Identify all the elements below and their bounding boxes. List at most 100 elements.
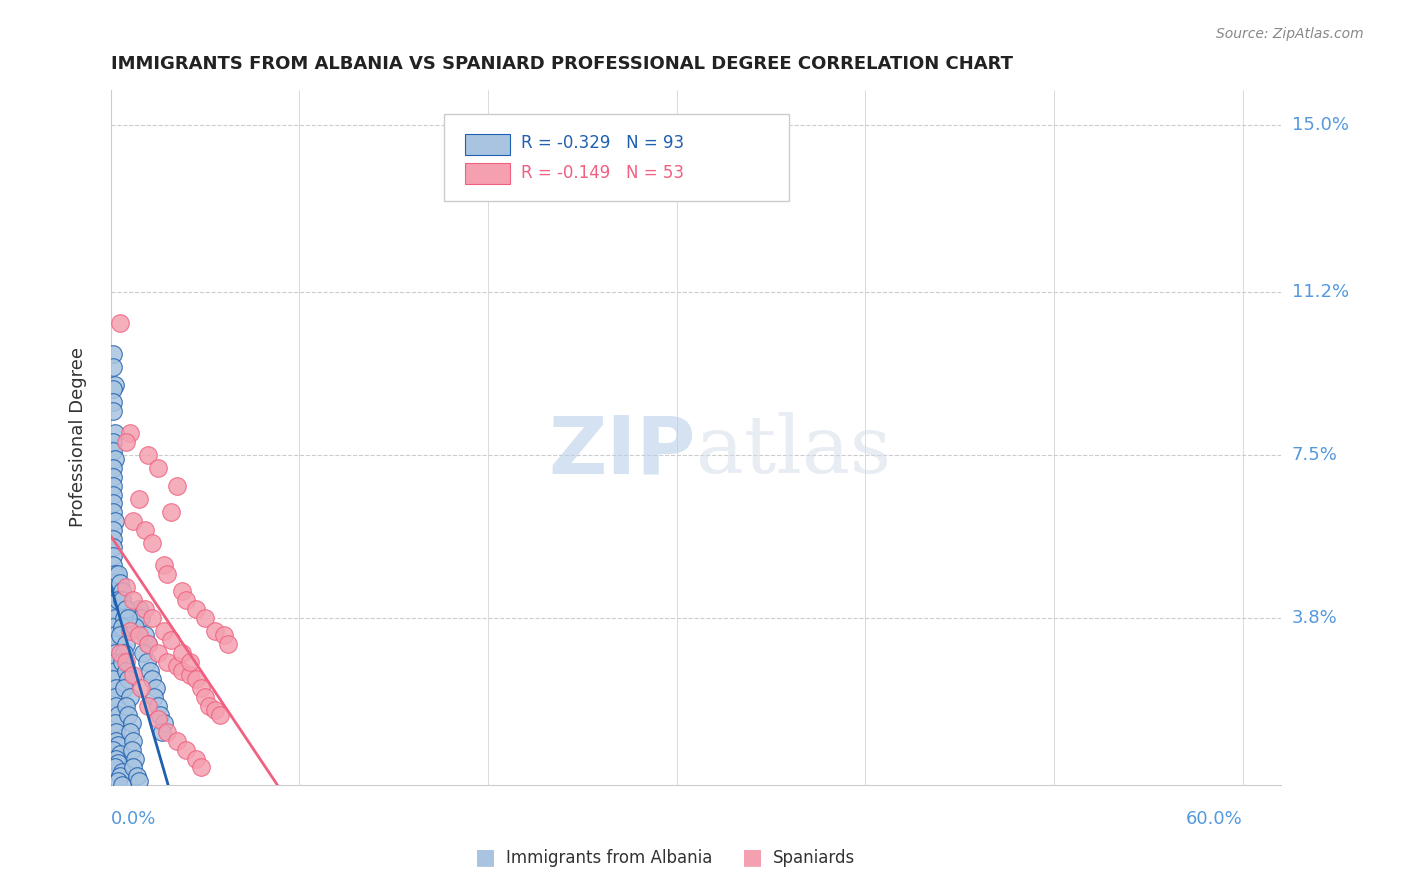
Point xyxy=(179,655,201,669)
Text: Source: ZipAtlas.com: Source: ZipAtlas.com xyxy=(1216,27,1364,41)
Point xyxy=(107,566,129,581)
Point xyxy=(129,611,152,625)
Point xyxy=(103,452,125,467)
Point xyxy=(160,632,183,647)
Point xyxy=(101,637,124,651)
Point xyxy=(212,628,235,642)
Text: IMMIGRANTS FROM ALBANIA VS SPANIARD PROFESSIONAL DEGREE CORRELATION CHART: IMMIGRANTS FROM ALBANIA VS SPANIARD PROF… xyxy=(111,55,1012,73)
Point xyxy=(146,461,169,475)
Point xyxy=(138,698,160,713)
Point xyxy=(101,347,124,361)
Point xyxy=(101,584,124,599)
Point xyxy=(105,725,128,739)
Point xyxy=(101,461,124,475)
Point xyxy=(108,646,131,660)
Point xyxy=(115,664,138,678)
Point xyxy=(121,743,143,757)
Point xyxy=(156,655,179,669)
Point xyxy=(107,773,129,788)
Point xyxy=(141,611,163,625)
Point xyxy=(111,655,134,669)
Text: R = -0.329   N = 93: R = -0.329 N = 93 xyxy=(522,135,685,153)
Point xyxy=(184,673,207,687)
Point xyxy=(122,760,145,774)
Point xyxy=(112,611,135,625)
Point xyxy=(107,707,129,722)
Point xyxy=(101,558,124,572)
Point xyxy=(103,646,125,660)
Point xyxy=(112,681,135,695)
FancyBboxPatch shape xyxy=(465,134,509,154)
Point xyxy=(101,505,124,519)
Point xyxy=(156,725,179,739)
Point xyxy=(101,523,124,537)
Point xyxy=(122,593,145,607)
Point xyxy=(184,602,207,616)
Point xyxy=(209,707,232,722)
Point xyxy=(198,698,221,713)
Point xyxy=(108,316,131,330)
Point xyxy=(101,619,124,633)
Point xyxy=(124,751,146,765)
Point xyxy=(128,773,150,788)
Point xyxy=(194,611,217,625)
Point xyxy=(174,593,197,607)
Point xyxy=(172,646,194,660)
Text: 3.8%: 3.8% xyxy=(1292,609,1337,627)
Point xyxy=(134,628,156,642)
Point xyxy=(217,637,239,651)
Point xyxy=(152,558,174,572)
Text: 15.0%: 15.0% xyxy=(1292,116,1348,134)
Point xyxy=(105,751,128,765)
Point xyxy=(103,628,125,642)
Point xyxy=(117,611,139,625)
Point xyxy=(101,593,124,607)
Point xyxy=(204,624,226,638)
Point xyxy=(103,611,125,625)
Text: Professional Degree: Professional Degree xyxy=(69,348,87,527)
Point xyxy=(101,360,124,375)
Point xyxy=(146,698,169,713)
Point xyxy=(118,690,141,704)
Point xyxy=(204,703,226,717)
Point xyxy=(111,593,134,607)
Point xyxy=(174,743,197,757)
Point xyxy=(101,743,124,757)
Point xyxy=(115,580,138,594)
Point xyxy=(101,434,124,449)
Point xyxy=(101,575,124,590)
Point xyxy=(101,541,124,555)
Point xyxy=(134,523,156,537)
Point xyxy=(101,532,124,546)
Point xyxy=(150,725,173,739)
Point xyxy=(190,681,212,695)
Point xyxy=(160,505,183,519)
Point xyxy=(101,479,124,493)
Point xyxy=(101,395,124,409)
Point xyxy=(184,751,207,765)
Point xyxy=(117,707,139,722)
Point xyxy=(172,584,194,599)
Point xyxy=(132,646,155,660)
Point xyxy=(105,655,128,669)
Point xyxy=(149,707,172,722)
Point xyxy=(108,575,131,590)
Point xyxy=(124,619,146,633)
Point xyxy=(141,536,163,550)
Point xyxy=(108,769,131,783)
Point xyxy=(103,716,125,731)
FancyBboxPatch shape xyxy=(465,163,509,184)
Point xyxy=(172,664,194,678)
Text: ■: ■ xyxy=(475,847,495,867)
Point xyxy=(166,479,188,493)
Point xyxy=(101,673,124,687)
Point xyxy=(138,448,160,462)
Point xyxy=(135,655,157,669)
Point xyxy=(115,637,138,651)
Point xyxy=(101,470,124,484)
Point xyxy=(108,628,131,642)
Point xyxy=(122,734,145,748)
Point xyxy=(103,566,125,581)
Text: 11.2%: 11.2% xyxy=(1292,284,1348,301)
Text: atlas: atlas xyxy=(696,412,891,491)
